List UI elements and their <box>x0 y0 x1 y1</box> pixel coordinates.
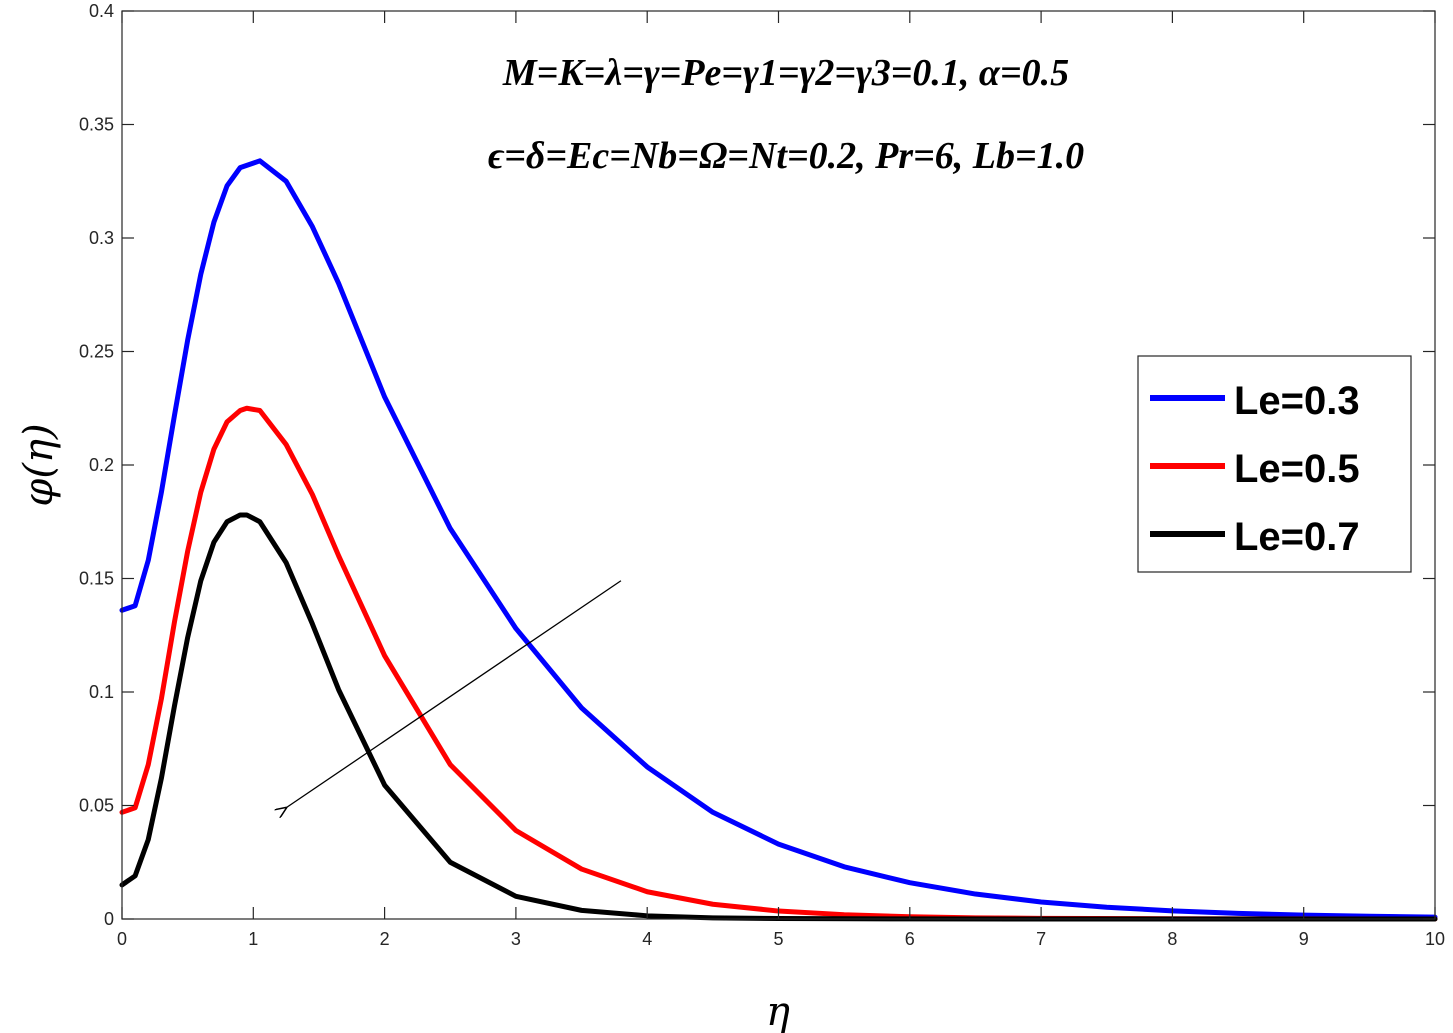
x-axis-label: η <box>766 989 790 1033</box>
x-tick-label: 4 <box>642 929 652 949</box>
x-tick-label: 10 <box>1425 929 1445 949</box>
x-tick-label: 8 <box>1167 929 1177 949</box>
x-tick-label: 2 <box>380 929 390 949</box>
y-tick-label: 0.1 <box>89 682 114 702</box>
y-tick-label: 0.25 <box>79 342 114 362</box>
legend-label-le-0-7: Le=0.7 <box>1234 515 1360 559</box>
y-axis-ticks: 0 0.05 0.1 0.15 0.2 0.25 0.3 0.35 0.4 <box>79 1 1435 929</box>
y-tick-label: 0.05 <box>79 796 114 816</box>
y-tick-label: 0.15 <box>79 569 114 589</box>
x-tick-label: 5 <box>773 929 783 949</box>
annotation-line-2: ϵ=δ=Ec=Nb=Ω=Nt=0.2, Pr=6, Lb=1.0 <box>488 135 1084 177</box>
x-axis-ticks: 0 1 2 3 4 5 6 7 8 9 10 <box>117 11 1445 949</box>
legend-label-le-0-5: Le=0.5 <box>1234 447 1360 491</box>
x-tick-label: 0 <box>117 929 127 949</box>
annotation-line-1: M=K=λ=γ=Pe=γ1=γ2=γ3=0.1, α=0.5 <box>502 52 1069 94</box>
legend-label-le-0-3: Le=0.3 <box>1234 379 1360 423</box>
y-tick-label: 0.2 <box>89 455 114 475</box>
y-tick-label: 0.35 <box>79 115 114 135</box>
y-axis-label: φ(η) <box>16 423 62 506</box>
legend: Le=0.3 Le=0.5 Le=0.7 <box>1137 355 1412 573</box>
x-tick-label: 9 <box>1299 929 1309 949</box>
axes-box <box>121 10 1436 920</box>
x-tick-label: 1 <box>248 929 258 949</box>
x-tick-label: 7 <box>1036 929 1046 949</box>
series-line-le-0-3 <box>119 158 1438 920</box>
x-tick-label: 6 <box>905 929 915 949</box>
y-tick-label: 0.3 <box>89 228 114 248</box>
y-tick-label: 0.4 <box>89 1 114 21</box>
trend-arrow <box>286 580 622 808</box>
y-tick-label: 0 <box>104 909 114 929</box>
x-tick-label: 3 <box>511 929 521 949</box>
